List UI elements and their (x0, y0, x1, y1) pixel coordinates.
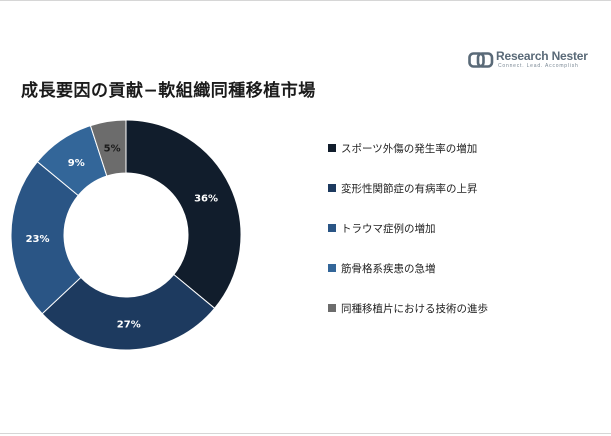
donut-slice-5 (89, 119, 127, 177)
chart-legend: スポーツ外傷の発生率の増加 変形性関節症の有病率の上昇 トラウマ症例の増加 筋骨格系疾… (328, 140, 598, 340)
legend-swatch-2 (328, 184, 336, 192)
logo-tagline: Connect. Lead. Accomplish (498, 63, 579, 69)
donut-slice-label-5: 5% (104, 144, 121, 155)
bottom-divider (0, 433, 611, 434)
donut-slice-label-4: 9% (68, 158, 85, 169)
legend-item-3: トラウマ症例の増加 (328, 220, 436, 236)
logo-name: Research Nester (496, 49, 588, 63)
top-divider (0, 0, 611, 1)
legend-swatch-5 (328, 304, 336, 312)
legend-swatch-1 (328, 144, 336, 152)
research-nester-logo-icon (468, 52, 494, 68)
donut-slice-2 (41, 273, 216, 351)
legend-label-4: 筋骨格系疾患の急増 (341, 262, 436, 275)
legend-swatch-3 (328, 224, 336, 232)
donut-slice-label-3: 23% (26, 234, 50, 245)
legend-label-5: 同種移植片における技術の進歩 (341, 302, 488, 315)
donut-slice-label-1: 36% (194, 193, 218, 204)
donut-slice-3 (10, 160, 82, 315)
chart-title: 成長要因の貢献−軟組織同種移植市場 (21, 81, 316, 101)
donut-slice-1 (125, 119, 242, 310)
legend-item-2: 変形性関節症の有病率の上昇 (328, 180, 478, 196)
legend-label-3: トラウマ症例の増加 (341, 222, 436, 235)
legend-label-1: スポーツ外傷の発生率の増加 (341, 142, 478, 155)
legend-item-5: 同種移植片における技術の進歩 (328, 300, 488, 316)
legend-item-4: 筋骨格系疾患の急増 (328, 260, 436, 276)
donut-slice-label-2: 27% (117, 319, 141, 330)
donut-chart: 36% 27% 23% 9% 5% (10, 119, 242, 351)
legend-item-1: スポーツ外傷の発生率の増加 (328, 140, 477, 156)
legend-label-2: 変形性関節症の有病率の上昇 (341, 182, 478, 195)
brand-logo: Research Nester Connect. Lead. Accomplis… (468, 49, 588, 73)
legend-swatch-4 (328, 264, 336, 272)
